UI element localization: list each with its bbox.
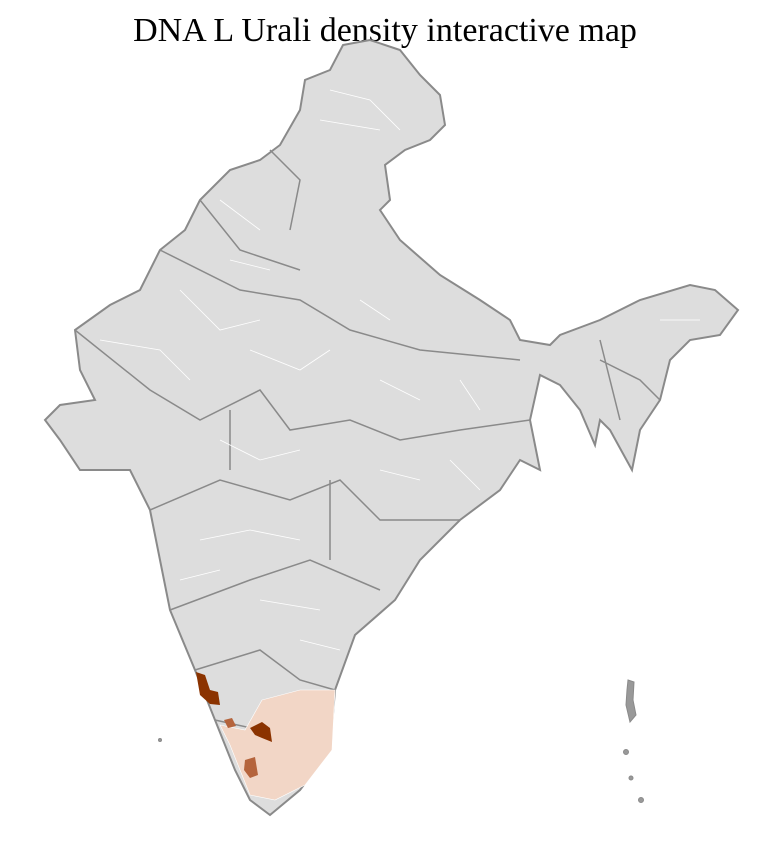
island-groups — [158, 679, 644, 803]
map-title: DNA L Urali density interactive map — [133, 12, 637, 49]
region-high-density — [196, 672, 220, 705]
andaman-islands — [625, 679, 637, 724]
density-regions — [196, 672, 336, 801]
nicobar-island — [628, 775, 634, 781]
country-outline — [43, 38, 740, 817]
region-medium-density — [224, 718, 236, 728]
region-medium-density — [244, 757, 258, 778]
nicobar-island — [623, 749, 629, 755]
district-borders — [99, 89, 700, 651]
india-landmass — [43, 38, 740, 817]
region-high-density — [250, 722, 272, 742]
lakshadweep-island — [158, 738, 162, 742]
nicobar-island — [638, 797, 644, 803]
state-borders — [74, 149, 661, 741]
